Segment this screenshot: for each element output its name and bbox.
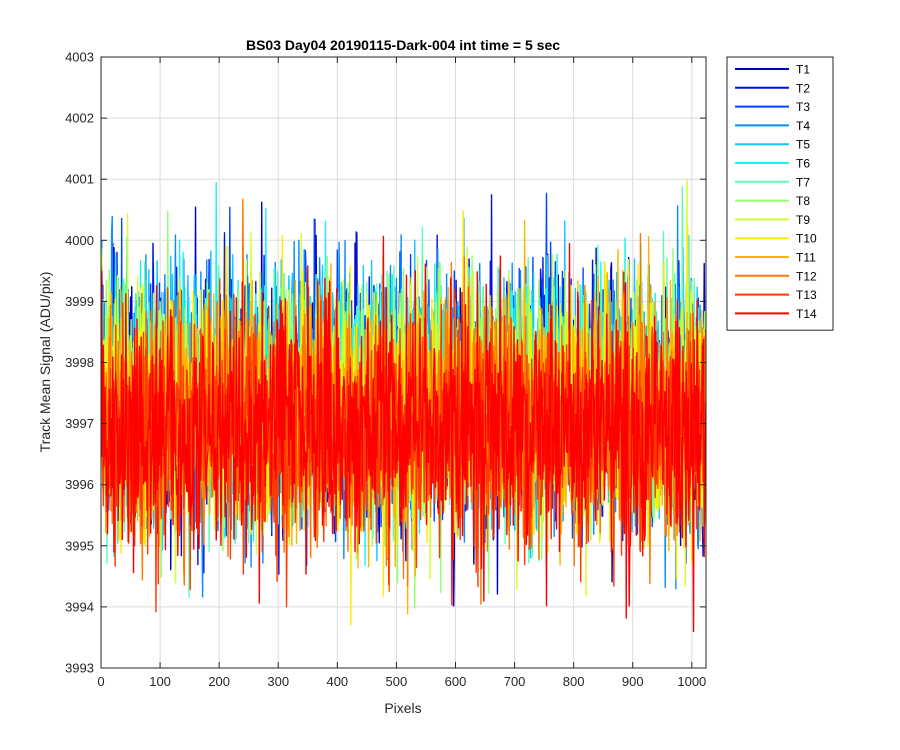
plot-clip-region xyxy=(101,178,706,633)
legend-label-t9: T9 xyxy=(796,213,810,227)
legend-label-t8: T8 xyxy=(796,194,810,208)
y-axis-title: Track Mean Signal (ADU/pix) xyxy=(37,272,53,453)
y-tick-label: 3994 xyxy=(65,599,94,614)
y-tick-label: 3996 xyxy=(65,477,94,492)
y-tick-label: 3995 xyxy=(65,538,94,553)
legend-label-t5: T5 xyxy=(796,138,810,152)
legend-label-t14: T14 xyxy=(796,307,817,321)
legend-label-t4: T4 xyxy=(796,119,810,133)
legend-label-t2: T2 xyxy=(796,81,810,95)
legend-label-t12: T12 xyxy=(796,269,817,283)
ticks-layer: 0 100 200 300 400 500 600 700 800 900 1000 3993 3994… xyxy=(65,50,706,690)
y-tick-label: 4002 xyxy=(65,111,94,126)
y-tick-label: 3998 xyxy=(65,355,94,370)
x-tick-label: 900 xyxy=(622,674,644,689)
y-tick-label: 4003 xyxy=(65,50,94,65)
x-tick-label: 800 xyxy=(563,674,585,689)
x-tick-label: 700 xyxy=(504,674,526,689)
x-axis-title: Pixels xyxy=(384,700,421,716)
legend-label-t7: T7 xyxy=(796,175,810,189)
series-layer xyxy=(101,178,706,633)
legend: T1 T2 T3 T4 T5 T6 T7 T8 T9 T10 T11 T12 T13 T14 xyxy=(726,56,834,331)
x-tick-label: 0 xyxy=(97,674,104,689)
legend-label-t6: T6 xyxy=(796,157,810,171)
legend-label-t13: T13 xyxy=(796,288,817,302)
y-tick-label: 4001 xyxy=(65,172,94,187)
legend-label-t3: T3 xyxy=(796,100,810,114)
x-tick-label: 400 xyxy=(326,674,348,689)
x-tick-label: 1000 xyxy=(677,674,706,689)
series-line-t14 xyxy=(101,235,706,633)
x-tick-label: 600 xyxy=(445,674,467,689)
x-tick-label: 100 xyxy=(149,674,171,689)
x-tick-label: 200 xyxy=(208,674,230,689)
legend-box xyxy=(726,56,834,331)
y-tick-label: 4000 xyxy=(65,233,94,248)
x-tick-label: 300 xyxy=(267,674,289,689)
legend-label-t1: T1 xyxy=(796,63,810,77)
y-tick-label: 3993 xyxy=(65,661,94,676)
y-tick-label: 3997 xyxy=(65,416,94,431)
legend-label-t10: T10 xyxy=(796,232,817,246)
x-tick-label: 500 xyxy=(386,674,408,689)
y-tick-label: 3999 xyxy=(65,294,94,309)
legend-label-t11: T11 xyxy=(796,251,816,265)
chart-title: BS03 Day04 20190115-Dark-004 int time = … xyxy=(246,37,560,53)
